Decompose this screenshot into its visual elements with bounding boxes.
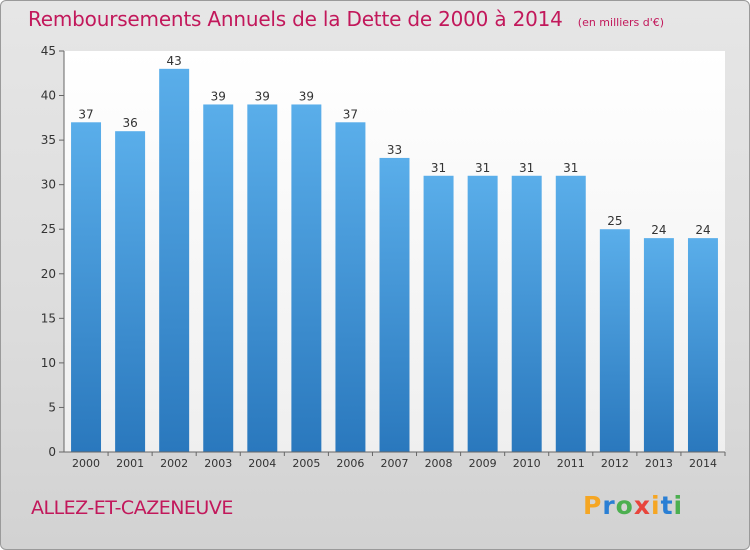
bar-2002: [159, 68, 190, 452]
logo-letter: i: [673, 491, 684, 520]
x-tick-label-2008: 2008: [425, 457, 453, 470]
y-tick-label-30: 30: [41, 178, 56, 192]
x-tick-label-2009: 2009: [469, 457, 497, 470]
y-tick-label-45: 45: [41, 44, 56, 58]
data-label-2000: 37: [78, 107, 93, 121]
data-label-2005: 39: [299, 89, 314, 103]
x-tick-label-2000: 2000: [72, 457, 100, 470]
data-label-2003: 39: [211, 89, 226, 103]
data-label-2002: 43: [167, 54, 182, 68]
x-tick-label-2014: 2014: [689, 457, 717, 470]
bar-2000: [71, 122, 102, 452]
y-tick-label-20: 20: [41, 267, 56, 281]
data-label-2001: 36: [122, 116, 137, 130]
data-label-2004: 39: [255, 89, 270, 103]
bar-2013: [643, 238, 674, 452]
data-label-2012: 25: [607, 214, 622, 228]
logo-letter: x: [633, 491, 651, 520]
logo-letter: t: [660, 491, 674, 520]
bar-2007: [379, 157, 410, 452]
data-label-2013: 24: [651, 223, 666, 237]
bar-2003: [203, 104, 234, 452]
x-tick-label-2006: 2006: [336, 457, 364, 470]
y-tick-label-35: 35: [41, 133, 56, 147]
bar-2014: [687, 238, 718, 452]
x-tick-label-2001: 2001: [116, 457, 144, 470]
x-tick-label-2010: 2010: [513, 457, 541, 470]
x-tick-label-2013: 2013: [645, 457, 673, 470]
bar-2001: [115, 131, 146, 452]
x-tick-label-2005: 2005: [292, 457, 320, 470]
x-tick-label-2011: 2011: [557, 457, 585, 470]
x-tick-label-2004: 2004: [248, 457, 276, 470]
bar-2010: [511, 175, 542, 452]
y-tick-label-15: 15: [41, 311, 56, 325]
y-tick-label-10: 10: [41, 356, 56, 370]
y-tick-label-40: 40: [41, 89, 56, 103]
logo-letter: o: [615, 491, 634, 520]
chart-subtitle: (en milliers d'€): [577, 16, 665, 29]
proxiti-logo: Proxiti: [583, 491, 683, 520]
data-label-2014: 24: [695, 223, 710, 237]
bar-2004: [247, 104, 278, 452]
logo-letter: P: [583, 491, 603, 520]
x-tick-label-2007: 2007: [381, 457, 409, 470]
data-label-2008: 31: [431, 161, 446, 175]
y-tick-label-0: 0: [48, 445, 56, 459]
data-label-2010: 31: [519, 161, 534, 175]
data-label-2009: 31: [475, 161, 490, 175]
y-tick-label-5: 5: [48, 400, 56, 414]
commune-name: ALLEZ-ET-CAZENEUVE: [31, 497, 233, 519]
logo-letter: i: [651, 491, 661, 520]
bar-2005: [291, 104, 322, 452]
x-tick-label-2002: 2002: [160, 457, 188, 470]
bar-2009: [467, 175, 498, 452]
data-label-2011: 31: [563, 161, 578, 175]
x-tick-label-2003: 2003: [204, 457, 232, 470]
data-label-2006: 37: [343, 107, 358, 121]
x-tick-label-2012: 2012: [601, 457, 629, 470]
y-tick-label-25: 25: [41, 222, 56, 236]
bar-2008: [423, 175, 454, 452]
bar-2006: [335, 122, 366, 452]
title-block: Remboursements Annuels de la Dette de 20…: [28, 7, 664, 31]
bar-2012: [599, 229, 630, 452]
chart-title: Remboursements Annuels de la Dette de 20…: [28, 7, 563, 31]
logo-letter: r: [602, 491, 616, 520]
bar-2011: [555, 175, 586, 452]
data-label-2007: 33: [387, 143, 402, 157]
